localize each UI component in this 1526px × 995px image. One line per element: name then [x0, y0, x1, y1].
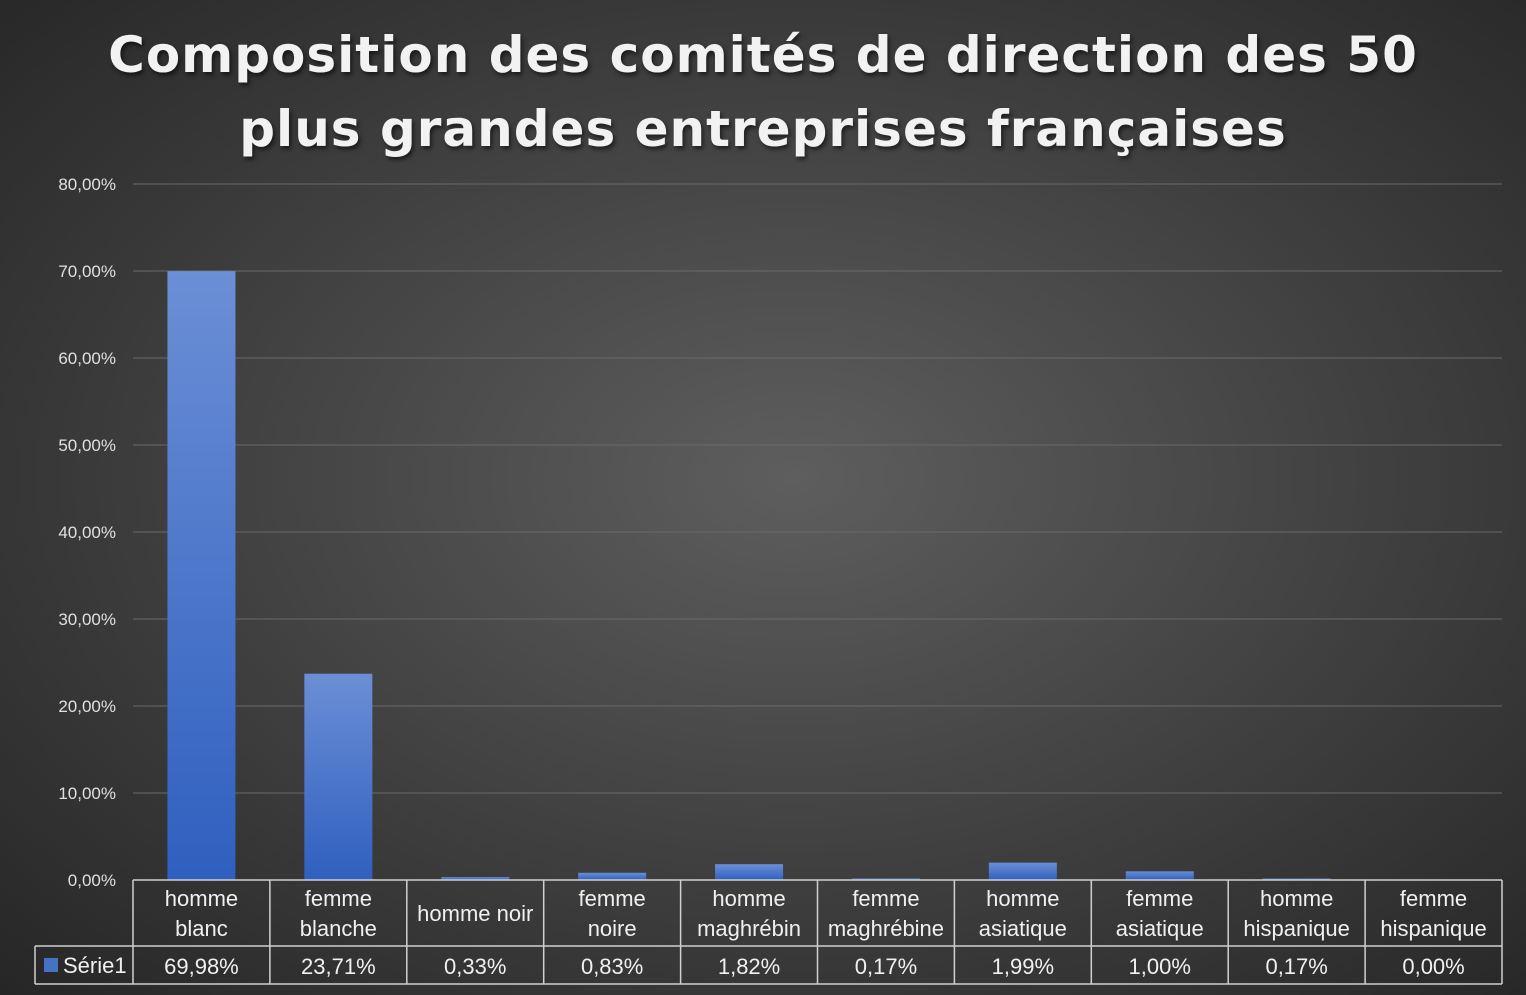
- value-label: 0,33%: [444, 954, 506, 979]
- category-label: homme blanc: [165, 886, 238, 941]
- y-tick-label: 0,00%: [68, 871, 116, 890]
- data-table: homme blanc femme blanche homme noir femme noi…: [34, 879, 1503, 985]
- value-label: 69,98%: [164, 954, 239, 979]
- y-tick-label: 70,00%: [58, 262, 116, 281]
- bar: [1125, 871, 1194, 880]
- y-tick-label: 20,00%: [58, 697, 116, 716]
- value-label: 1,00%: [1129, 954, 1191, 979]
- chart-title-line-1: Composition des comités de direction des…: [108, 26, 1418, 84]
- value-label: 0,17%: [1265, 954, 1327, 979]
- category-label: femme noire: [579, 886, 646, 941]
- category-label: femme asiatique: [1116, 886, 1204, 941]
- category-label: homme maghrébin: [697, 886, 801, 941]
- y-tick-label: 60,00%: [58, 349, 116, 368]
- y-tick-label: 80,00%: [58, 175, 116, 194]
- bar: [441, 877, 510, 880]
- y-tick-label: 10,00%: [58, 784, 116, 803]
- category-label: homme asiatique: [979, 886, 1067, 941]
- value-label: 0,00%: [1402, 954, 1464, 979]
- category-label: femme hispanique: [1380, 886, 1486, 941]
- y-axis: 0,00% 10,00% 20,00% 30,00% 40,00% 50,00% 60,00…: [58, 175, 116, 890]
- bar: [304, 673, 373, 880]
- category-label: femme maghrébine: [828, 886, 944, 941]
- bars: [167, 271, 1331, 880]
- chart-title-line-2: plus grandes entreprises françaises: [239, 100, 1287, 158]
- category-label: homme hispanique: [1243, 886, 1349, 941]
- value-label: 0,17%: [855, 954, 917, 979]
- bar: [988, 862, 1057, 880]
- category-label: homme noir: [417, 901, 533, 926]
- legend-key: [44, 958, 58, 972]
- bar: [167, 271, 236, 880]
- value-label: 1,99%: [992, 954, 1054, 979]
- gridlines: [133, 183, 1502, 794]
- y-tick-label: 40,00%: [58, 523, 116, 542]
- y-tick-label: 30,00%: [58, 610, 116, 629]
- chart-title: Composition des comités de direction des…: [0, 18, 1526, 166]
- y-tick-label: 50,00%: [58, 436, 116, 455]
- bar: [578, 872, 647, 880]
- legend-series-name: Série1: [63, 953, 127, 978]
- bar: [715, 864, 784, 880]
- value-label: 0,83%: [581, 954, 643, 979]
- value-label: 23,71%: [301, 954, 376, 979]
- value-label: 1,82%: [718, 954, 780, 979]
- category-label: femme blanche: [300, 886, 377, 941]
